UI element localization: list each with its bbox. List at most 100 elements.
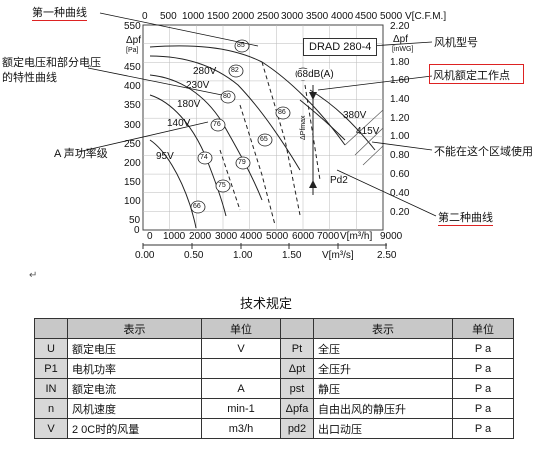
sound-marker xyxy=(197,151,213,165)
bottom-axis-tick: 2000 xyxy=(189,231,212,242)
top-axis-tick: 2500 xyxy=(257,11,280,22)
table-title: 技术规定 xyxy=(240,296,293,311)
model-box: DRAD 280-4 xyxy=(303,38,378,56)
right-axis-tick: 0.60 xyxy=(390,169,410,180)
curve-380v xyxy=(299,99,346,141)
right-axis-tick: 1.80 xyxy=(390,57,410,68)
bottom-axis-2-tick: 1.00 xyxy=(233,250,253,261)
top-axis-tick: 2000 xyxy=(232,11,255,22)
bottom-axis-tick: 0 xyxy=(147,231,153,242)
rated-point-marker xyxy=(309,85,317,195)
sound-marker xyxy=(257,133,273,147)
table-cell: P1 xyxy=(34,358,68,379)
bottom-axis-2-tick: 2.50 xyxy=(377,250,397,261)
annotation-rated-partial: 额定电压和部分电压 的特性曲线 xyxy=(2,57,101,84)
right-axis-label: Δpf xyxy=(393,34,409,45)
curve-label-140v: 140V xyxy=(167,118,191,129)
sound-marker xyxy=(228,64,244,78)
bottom-axis-tick: 6000 xyxy=(292,231,315,242)
right-axis-unit: [inWG] xyxy=(392,46,414,53)
left-axis-tick: 100 xyxy=(124,196,141,207)
table-header-cell: 表示 xyxy=(67,318,202,339)
top-axis-tick: 3500 xyxy=(306,11,329,22)
table-cell: V xyxy=(34,418,68,439)
table-cell: U xyxy=(34,338,68,359)
not-usable-region xyxy=(344,109,384,166)
sound-marker xyxy=(275,106,291,120)
top-axis-tick: 500 xyxy=(160,11,177,22)
sound-marker xyxy=(215,179,231,193)
curve-230v xyxy=(149,55,301,171)
right-axis-tick: 0.20 xyxy=(390,207,410,218)
table-cell: P a xyxy=(452,378,514,399)
table-header-cell: 表示 xyxy=(313,318,453,339)
table-cell: 自由出风的静压升 xyxy=(313,398,453,419)
sound-level-label: 74 xyxy=(200,154,208,161)
bottom-axis-2-tick: 0.50 xyxy=(184,250,204,261)
curve-415v xyxy=(309,89,376,151)
spec-table: 表示 单位 表示 单位 U 额定电压 V Pt 全压 P a P1 电机功率 Δ… xyxy=(34,318,514,439)
left-axis-tick: 350 xyxy=(124,100,141,111)
bottom-axis-unit-2: V[m³/s] xyxy=(322,250,354,261)
table-cell: pd2 xyxy=(280,418,314,439)
table-cell: n xyxy=(34,398,68,419)
curve-label-180v: 180V xyxy=(177,99,201,110)
left-axis-tick: 400 xyxy=(124,81,141,92)
bottom-axis-2-line xyxy=(142,243,387,249)
curve-95v xyxy=(149,139,197,229)
bottom-axis-2-tick: 0.00 xyxy=(135,250,155,261)
right-axis-tick: 0.80 xyxy=(390,150,410,161)
left-axis-tick: 50 xyxy=(129,215,141,226)
sound-level-label: 76 xyxy=(213,121,221,128)
curve-label-280v: 280V xyxy=(193,66,217,77)
bottom-axis-2-tick: 1.50 xyxy=(282,250,302,261)
table-cell: Δpt xyxy=(280,358,314,379)
sound-level-label: 82 xyxy=(231,67,239,74)
top-axis-tick: 1000 xyxy=(182,11,205,22)
left-axis-tick: 550 xyxy=(124,21,141,32)
top-axis-tick: 3000 xyxy=(281,11,304,22)
sound-unit-label: 68dB(A) xyxy=(297,69,334,80)
left-axis-tick: 250 xyxy=(124,139,141,150)
sound-level-label: 65 xyxy=(260,136,268,143)
left-axis-label: Δpf xyxy=(126,35,142,46)
table-cell: P a xyxy=(452,358,514,379)
top-axis-tick: 4000 xyxy=(331,11,354,22)
sound-marker xyxy=(220,90,236,104)
annotation-first-curve: 第一种曲线 xyxy=(32,4,87,21)
table-cell: P a xyxy=(452,338,514,359)
return-mark: ↵ xyxy=(29,270,38,281)
curve-label-380v: 380V xyxy=(343,110,367,121)
dashed-curves xyxy=(219,61,321,226)
annotation-leaders xyxy=(77,12,437,217)
pd2-label: Pd2 xyxy=(330,175,348,186)
top-axis-tick: 5000 xyxy=(380,11,403,22)
sound-level-label: 85 xyxy=(237,42,245,49)
bottom-axis-tick: 7000 xyxy=(317,231,340,242)
curve-label-415v: 415V xyxy=(356,126,380,137)
sound-level-label: 75 xyxy=(218,182,226,189)
bottom-axis-tick: 1000 xyxy=(163,231,186,242)
table-cell: 全压升 xyxy=(313,358,453,379)
table-cell: 电机功率 xyxy=(67,358,202,379)
table-header-cell xyxy=(280,318,314,339)
top-axis-unit: V[C.F.M.] xyxy=(405,11,447,22)
right-axis-tick: 1.20 xyxy=(390,113,410,124)
right-axis-tick: 1.40 xyxy=(390,94,410,105)
bottom-axis-unit: V[m³/h] xyxy=(340,231,373,242)
top-axis-tick: 0 xyxy=(142,11,148,22)
table-header-cell: 单位 xyxy=(201,318,281,339)
table-cell: P a xyxy=(452,418,514,439)
sound-level-label: 80 xyxy=(223,93,231,100)
annotation-sound-power: A 声功率级 xyxy=(54,148,108,160)
top-axis-tick: 1500 xyxy=(207,11,230,22)
right-axis-tick: 1.00 xyxy=(390,131,410,142)
table-cell: Δpfa xyxy=(280,398,314,419)
table-cell: A xyxy=(201,378,281,399)
table-cell: IN xyxy=(34,378,68,399)
table-cell: 全压 xyxy=(313,338,453,359)
annotation-rated-point: 风机额定工作点 xyxy=(433,70,510,82)
table-header-row: 表示 单位 表示 单位 xyxy=(34,318,514,339)
table-cell: m3/h xyxy=(201,418,281,439)
bottom-axis-tick: 9000 xyxy=(380,231,403,242)
